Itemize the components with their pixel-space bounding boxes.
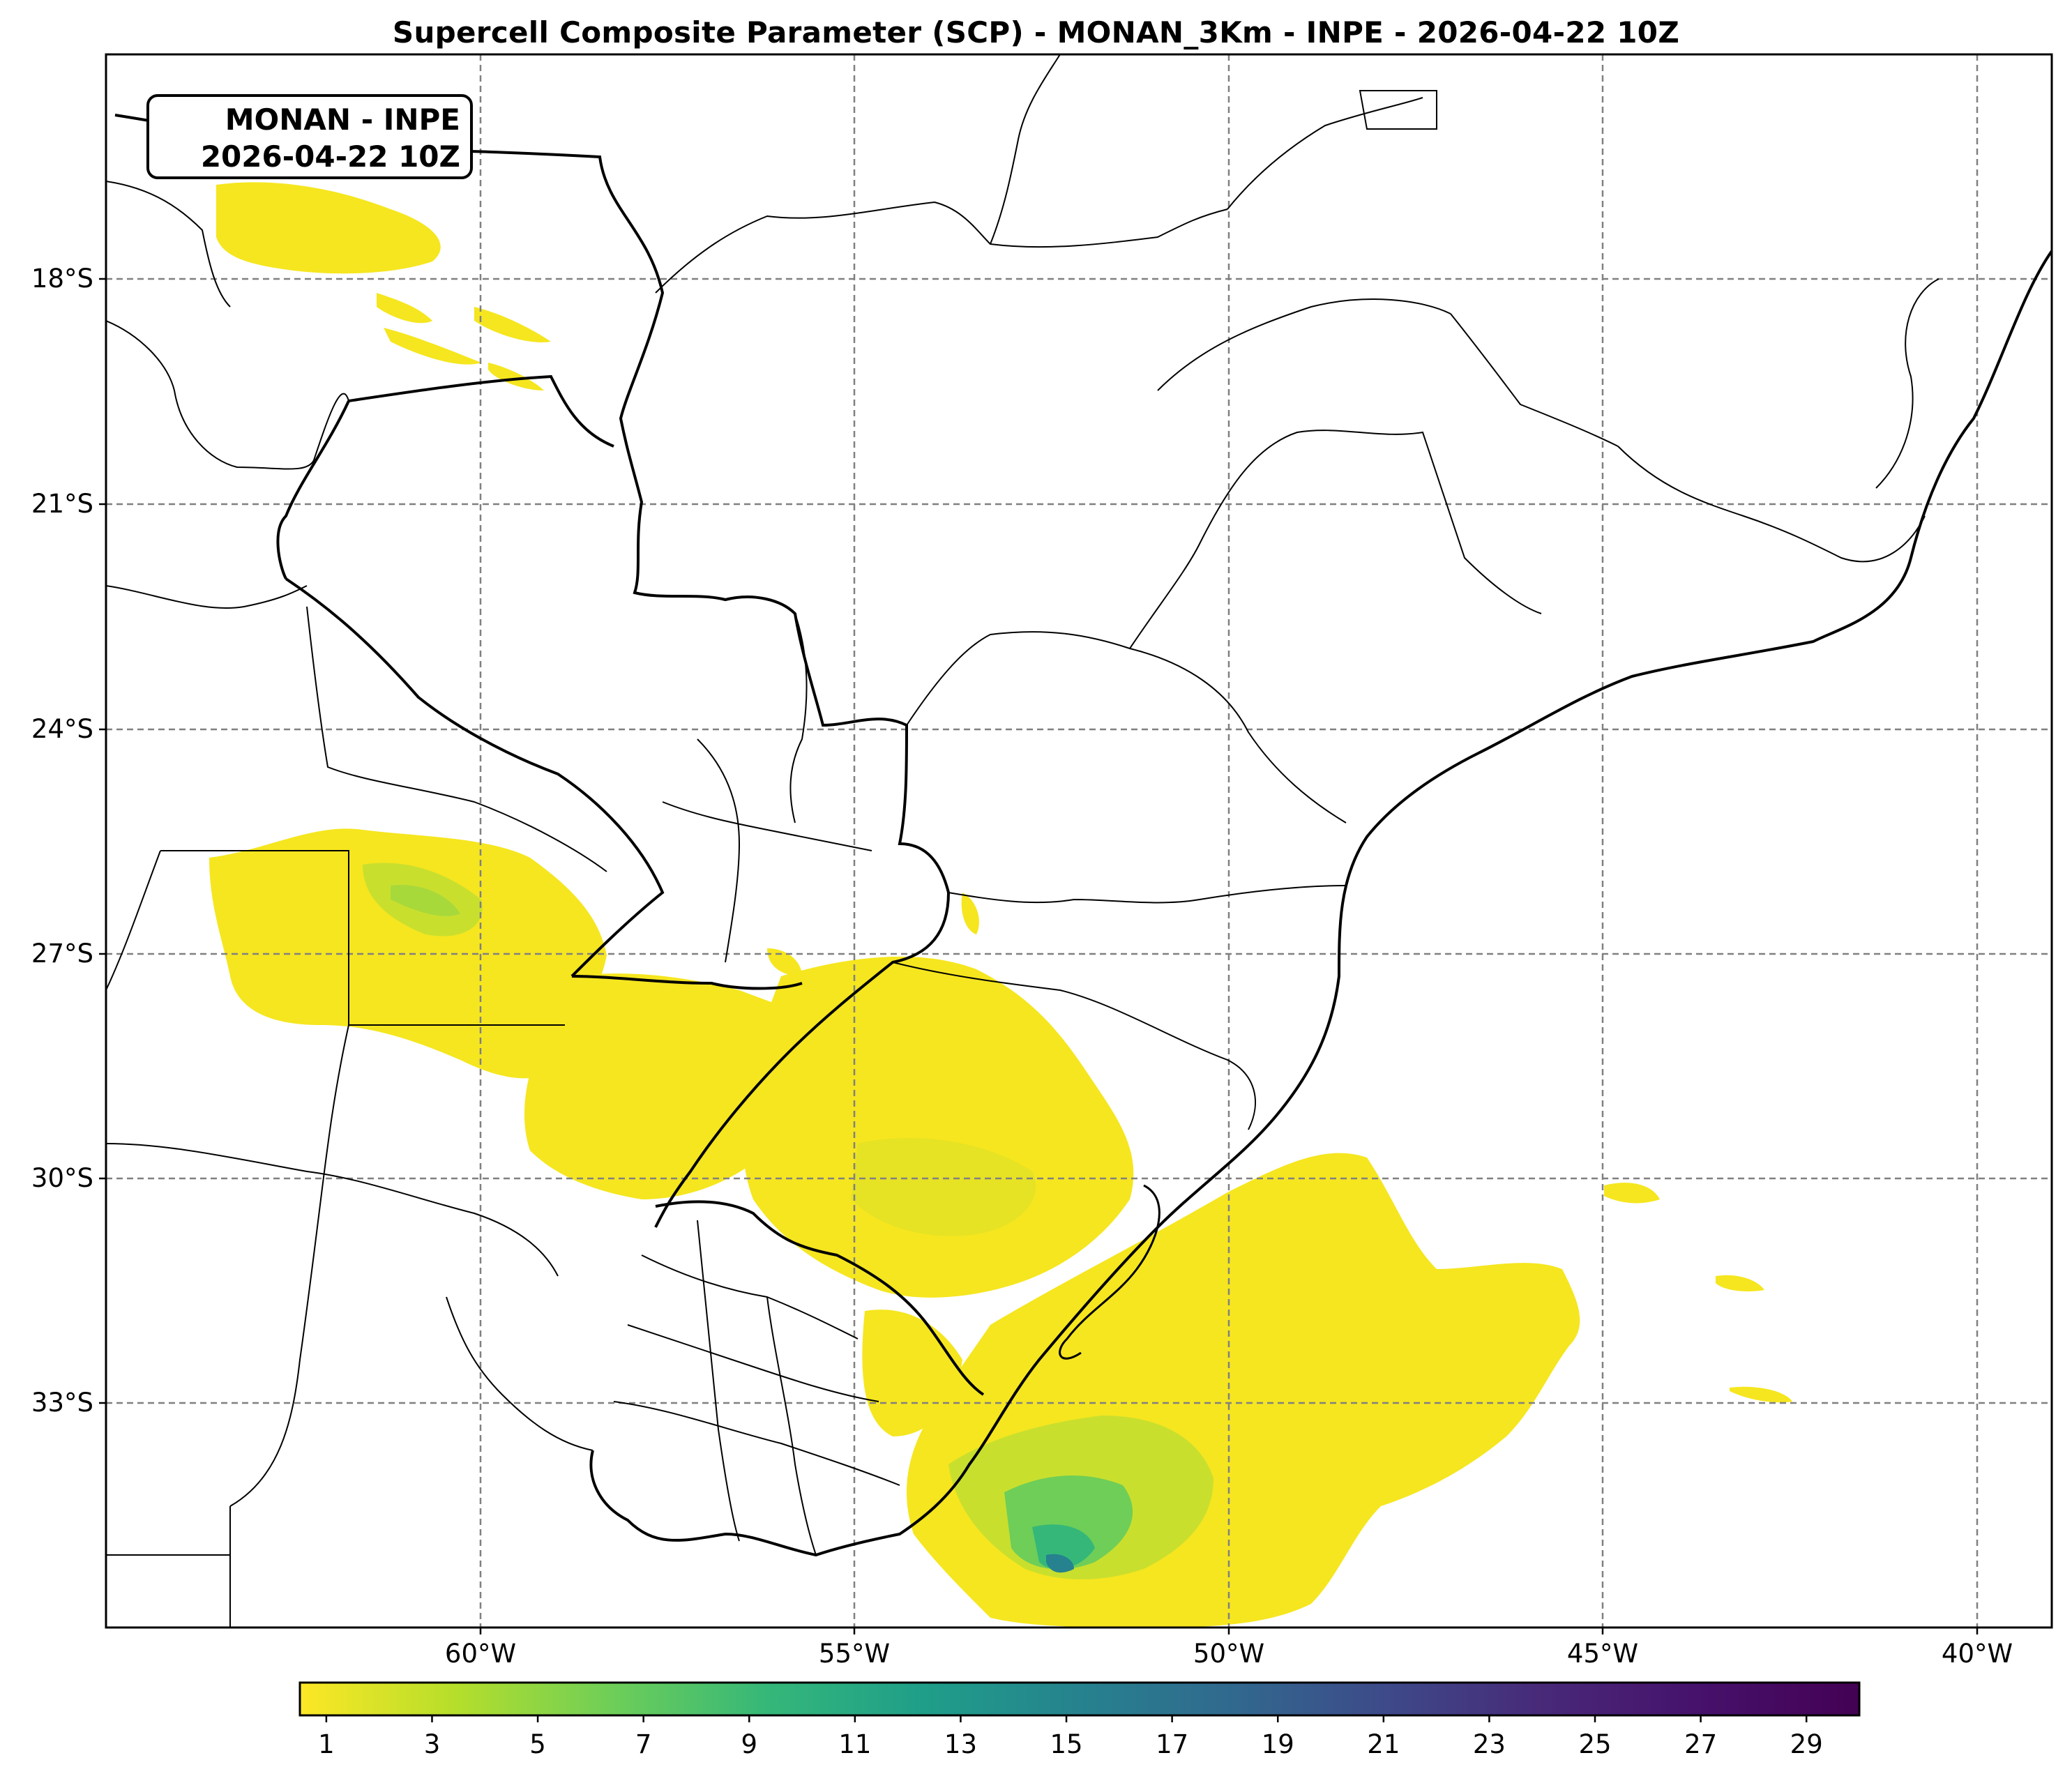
lat-label: 21°S — [31, 489, 93, 519]
inset-line2: 2026-04-22 10Z — [200, 139, 460, 174]
colorbar-tick-label: 9 — [741, 1729, 758, 1759]
colorbar-tick-label: 27 — [1684, 1729, 1718, 1759]
chart-title: Supercell Composite Parameter (SCP) - MO… — [392, 15, 1680, 50]
colorbar-tick-label: 11 — [838, 1729, 872, 1759]
plot-frame — [105, 53, 2053, 1629]
lon-label: 40°W — [1941, 1639, 2013, 1669]
axis-ticks — [99, 278, 1979, 1634]
colorbar-tick-label: 29 — [1790, 1729, 1823, 1759]
colorbar-tick-marks — [325, 1715, 1808, 1722]
colorbar-tick-label: 21 — [1367, 1729, 1400, 1759]
inset-line1: MONAN - INPE — [225, 103, 460, 137]
colorbar — [298, 1681, 1861, 1717]
lat-label: 18°S — [31, 264, 93, 294]
colorbar-tick-label: 1 — [318, 1729, 335, 1759]
colorbar-tick-label: 17 — [1156, 1729, 1189, 1759]
lon-label: 45°W — [1566, 1639, 1639, 1669]
scp-field — [209, 182, 1792, 1628]
colorbar-tick-label: 25 — [1578, 1729, 1612, 1759]
colorbar-tick-labels: 1 3 5 7 9 11 13 15 17 19 21 23 25 27 29 — [0, 1729, 2072, 1771]
colorbar-tick-label: 15 — [1050, 1729, 1083, 1759]
graticule — [106, 54, 2052, 1628]
political-borders — [106, 54, 2052, 1628]
colorbar-tick-label: 5 — [529, 1729, 546, 1759]
lon-label: 60°W — [444, 1639, 517, 1669]
colorbar-tick-label: 13 — [944, 1729, 977, 1759]
colorbar-tick-label: 3 — [423, 1729, 441, 1759]
lat-label: 30°S — [31, 1163, 93, 1193]
lat-label: 27°S — [31, 939, 93, 969]
lon-label: 55°W — [818, 1639, 891, 1669]
lon-label: 50°W — [1193, 1639, 1265, 1669]
lat-label: 33°S — [31, 1388, 93, 1418]
colorbar-tick-label: 23 — [1472, 1729, 1506, 1759]
colorbar-tick-label: 7 — [635, 1729, 652, 1759]
colorbar-tick-label: 19 — [1261, 1729, 1294, 1759]
inset-label: MONAN - INPE 2026-04-22 10Z — [146, 94, 473, 179]
lat-label: 24°S — [31, 714, 93, 744]
